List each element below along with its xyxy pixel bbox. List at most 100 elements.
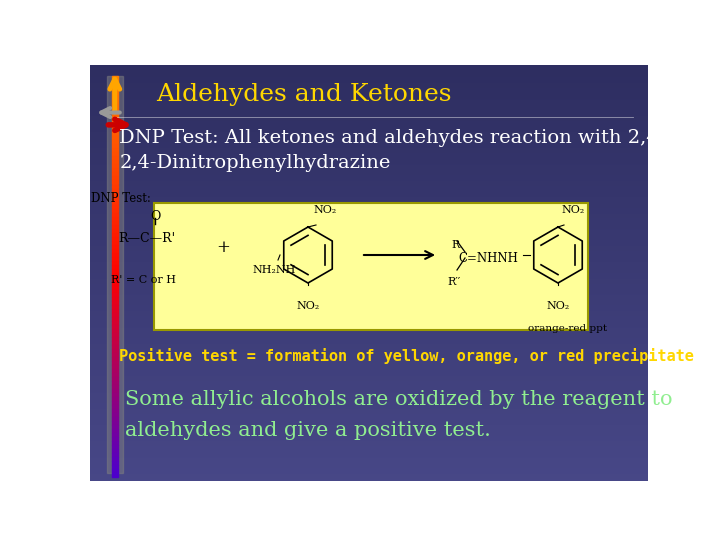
Text: R′′: R′′ xyxy=(447,277,460,287)
Text: orange-red ppt: orange-red ppt xyxy=(528,324,607,333)
Bar xyxy=(112,241,118,245)
Bar xyxy=(107,76,122,473)
Bar xyxy=(112,461,118,465)
Bar xyxy=(112,329,118,333)
Bar xyxy=(112,413,118,417)
Bar xyxy=(112,385,118,389)
Text: DNP Test: All ketones and aldehydes reaction with 2,4-: DNP Test: All ketones and aldehydes reac… xyxy=(120,129,666,147)
Bar xyxy=(112,213,118,217)
Bar xyxy=(112,309,118,313)
Bar xyxy=(112,377,118,381)
Bar xyxy=(112,441,118,445)
Bar xyxy=(112,397,118,401)
Bar xyxy=(112,237,118,240)
Bar xyxy=(112,193,118,197)
Bar xyxy=(112,152,118,157)
Bar xyxy=(112,120,118,124)
Bar xyxy=(112,200,118,205)
Bar xyxy=(112,253,118,256)
Text: aldehydes and give a positive test.: aldehydes and give a positive test. xyxy=(125,421,491,440)
Bar xyxy=(112,345,118,349)
Bar xyxy=(112,465,118,469)
Bar xyxy=(112,401,118,405)
Bar xyxy=(112,245,118,248)
Bar xyxy=(112,180,118,185)
Bar xyxy=(112,393,118,397)
Text: DNP Test:: DNP Test: xyxy=(91,192,151,205)
Bar xyxy=(112,220,118,225)
Bar xyxy=(112,285,118,288)
Bar xyxy=(112,92,118,96)
Bar xyxy=(112,112,118,116)
Bar xyxy=(112,313,118,316)
Bar xyxy=(112,437,118,441)
Text: R—C—R': R—C—R' xyxy=(118,232,175,245)
Bar xyxy=(112,369,118,373)
Bar xyxy=(112,337,118,341)
Bar xyxy=(112,325,118,329)
Bar xyxy=(112,109,118,112)
Bar xyxy=(112,256,118,261)
Bar xyxy=(112,177,118,180)
Bar xyxy=(112,389,118,393)
Bar xyxy=(112,364,118,369)
Bar xyxy=(112,100,118,104)
Bar xyxy=(112,144,118,148)
Bar xyxy=(112,405,118,409)
Bar xyxy=(112,293,118,296)
Bar xyxy=(112,433,118,437)
Bar xyxy=(112,89,118,92)
Bar xyxy=(112,117,118,120)
Text: NO₂: NO₂ xyxy=(313,205,336,215)
Bar xyxy=(112,453,118,457)
Bar xyxy=(112,429,118,433)
Text: C=NHNH: C=NHNH xyxy=(458,253,518,266)
Bar xyxy=(112,160,118,165)
Bar xyxy=(112,197,118,200)
Text: O: O xyxy=(150,210,160,223)
Text: Some allylic alcohols are oxidized by the reagent to: Some allylic alcohols are oxidized by th… xyxy=(125,390,672,409)
Bar xyxy=(112,129,118,132)
Bar xyxy=(112,124,118,129)
Bar xyxy=(112,140,118,144)
Bar xyxy=(112,296,118,301)
Bar xyxy=(112,188,118,192)
Bar xyxy=(112,473,118,477)
Bar xyxy=(112,261,118,265)
Bar xyxy=(112,273,118,276)
Bar xyxy=(112,349,118,353)
Bar xyxy=(112,457,118,461)
Bar xyxy=(112,445,118,449)
Bar xyxy=(112,172,118,177)
Bar xyxy=(112,381,118,384)
Bar xyxy=(112,208,118,213)
Bar xyxy=(112,148,118,152)
Text: NO₂: NO₂ xyxy=(296,301,319,311)
Text: R' = C or H: R' = C or H xyxy=(111,275,176,285)
Text: +: + xyxy=(216,240,230,256)
Bar xyxy=(112,341,118,345)
Bar xyxy=(112,305,118,309)
Bar xyxy=(112,316,118,321)
Bar xyxy=(112,268,118,273)
Bar xyxy=(112,289,118,293)
Bar xyxy=(112,168,118,172)
Bar xyxy=(112,185,118,188)
Text: NO₂: NO₂ xyxy=(561,205,584,215)
Text: Aldehydes and Ketones: Aldehydes and Ketones xyxy=(156,83,451,105)
Bar xyxy=(112,353,118,357)
Bar xyxy=(112,265,118,268)
Bar xyxy=(112,165,118,168)
Text: 2,4-Dinitrophenylhydrazine: 2,4-Dinitrophenylhydrazine xyxy=(120,154,391,172)
Bar xyxy=(112,233,118,237)
Bar xyxy=(112,76,118,80)
Bar xyxy=(112,217,118,220)
Bar xyxy=(112,321,118,325)
Bar xyxy=(112,248,118,253)
Bar xyxy=(112,104,118,109)
Bar xyxy=(112,421,118,425)
Bar xyxy=(112,301,118,305)
Bar xyxy=(112,417,118,421)
Bar xyxy=(112,373,118,377)
Bar xyxy=(112,225,118,228)
